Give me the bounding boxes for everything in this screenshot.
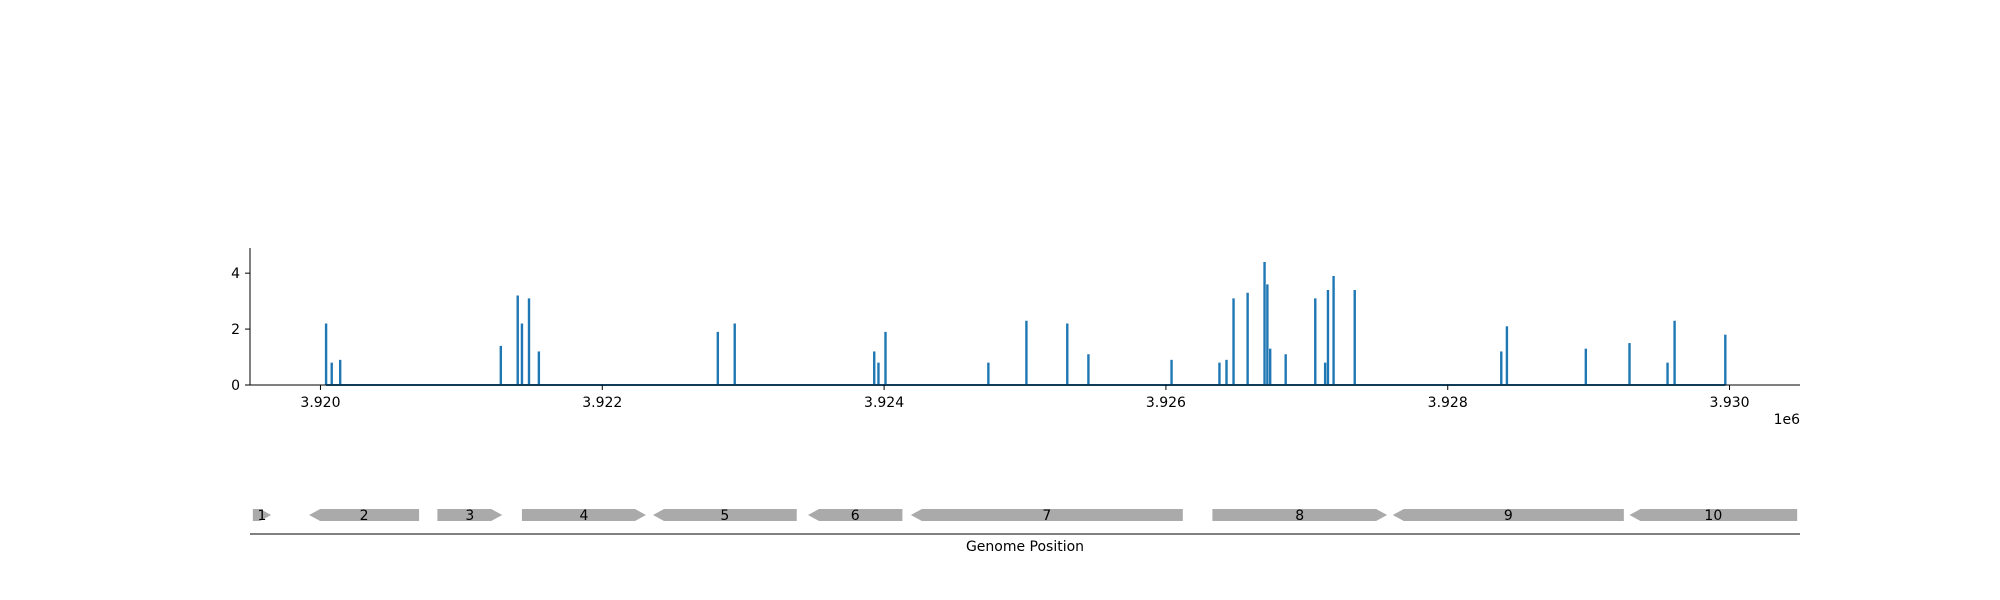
gene-label: 9 [1504,508,1513,524]
gene-arrow [437,509,503,521]
x-axis-label: Genome Position [966,539,1084,555]
gene-arrows: 1 2 3 4 5 6 7 8 9 10 [252,508,1798,524]
x-tick-label: 3.928 [1428,395,1468,411]
x-axis-ticks: 3.920 3.922 3.924 3.926 3.928 3.930 [300,385,1750,411]
gene-arrow [653,509,797,521]
gene-label: 4 [579,508,588,524]
gene-arrow [1392,509,1624,521]
gene-label: 8 [1295,508,1304,524]
gene-track: 1 2 3 4 5 6 7 8 9 10 Genome Position [250,508,1800,555]
gene-label: 7 [1042,508,1051,524]
y-tick-label: 0 [231,378,240,394]
gene-arrow [1212,509,1388,521]
x-tick-label: 3.926 [1146,395,1186,411]
x-tick-label: 3.930 [1709,395,1749,411]
gene-arrow [309,509,420,521]
coverage-bars [324,261,1727,386]
gene-label: 10 [1704,508,1722,524]
gene-arrow [808,509,903,521]
gene-arrow [1629,509,1798,521]
gene-label: 1 [258,508,267,524]
gene-label: 5 [720,508,729,524]
gene-arrow [521,509,646,521]
gene-arrow [910,509,1183,521]
x-tick-label: 3.922 [582,395,622,411]
coverage-plot: 3.920 3.922 3.924 3.926 3.928 3.930 0 2 4 1e6 [231,248,1800,428]
gene-label: 2 [360,508,369,524]
gene-label: 3 [465,508,474,524]
x-axis-offset-label: 1e6 [1774,412,1801,428]
y-axis-ticks: 0 2 4 [231,266,250,394]
y-tick-label: 4 [231,266,240,282]
x-tick-label: 3.920 [300,395,340,411]
gene-arrow [252,509,272,521]
y-tick-label: 2 [231,322,240,338]
gene-label: 6 [851,508,860,524]
x-tick-label: 3.924 [864,395,904,411]
